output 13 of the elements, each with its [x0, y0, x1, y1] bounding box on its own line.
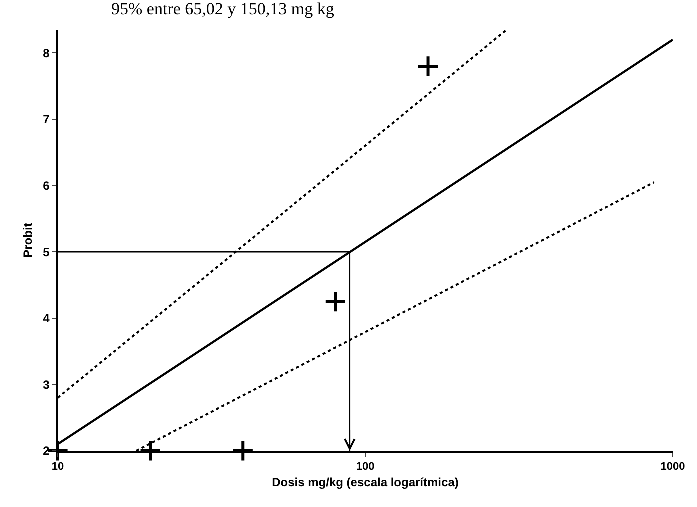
y-tick-label: 7 — [43, 112, 50, 127]
y-tick-label: 6 — [43, 179, 50, 193]
y-tick-label: 5 — [43, 245, 50, 260]
x-tick-label: 1000 — [660, 460, 686, 473]
y-tick-label: 3 — [43, 378, 50, 392]
chart-title: 95% entre 65,02 y 150,13 mg kg — [112, 0, 335, 18]
x-tick-label: 100 — [356, 460, 375, 473]
x-axis-title: Dosis mg/kg (escala logarítmica) — [272, 475, 459, 490]
y-tick-label: 2 — [43, 444, 50, 458]
y-tick-label: 8 — [43, 46, 50, 60]
x-tick-label: 10 — [52, 460, 64, 473]
y-tick-label: 4 — [43, 312, 50, 326]
y-axis-title: Probit — [20, 223, 35, 258]
